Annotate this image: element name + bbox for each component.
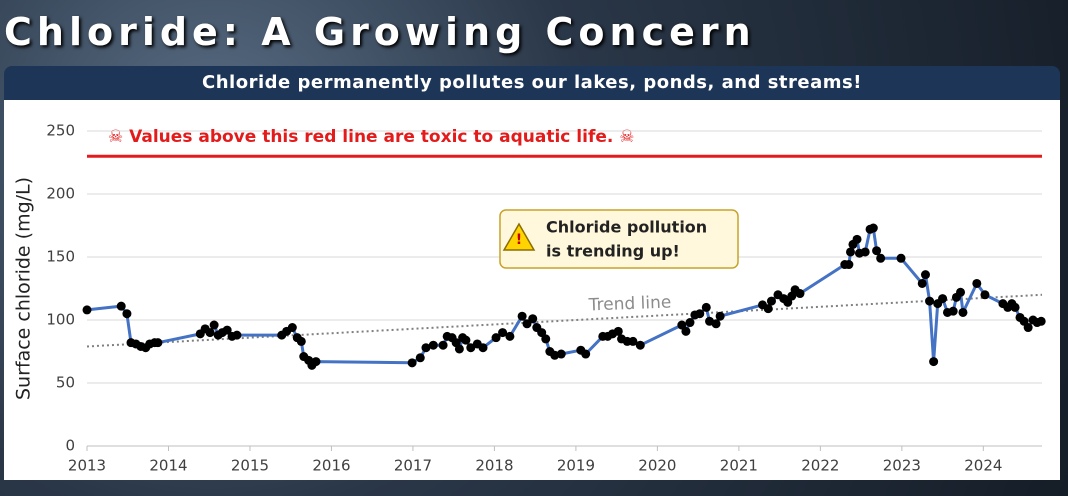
- chart: 0 50 100 150 200 250 2013 2014 2015 2016 2017 2018 2…: [0, 100, 1068, 482]
- data-point: [505, 332, 514, 341]
- data-point: [921, 270, 930, 279]
- data-point: [685, 318, 694, 327]
- data-point: [712, 319, 721, 328]
- data-point: [232, 331, 241, 340]
- data-point: [980, 290, 989, 299]
- data-point: [541, 334, 550, 343]
- warning-mark: !: [516, 232, 522, 248]
- data-point: [1024, 323, 1033, 332]
- x-tick-label: 2023: [883, 457, 921, 475]
- data-point: [117, 302, 126, 311]
- data-point: [557, 350, 566, 359]
- data-point: [716, 312, 725, 321]
- x-tick-label: 2021: [720, 457, 758, 475]
- data-point: [925, 297, 934, 306]
- data-point: [439, 341, 448, 350]
- x-tick-label: 2014: [149, 457, 187, 475]
- data-point: [972, 279, 981, 288]
- data-point: [122, 309, 131, 318]
- y-tick-label: 100: [46, 311, 75, 329]
- data-point: [853, 235, 862, 244]
- x-tick-label: 2013: [68, 457, 106, 475]
- subtitle-banner: Chloride permanently pollutes our lakes,…: [4, 66, 1060, 100]
- data-point: [869, 224, 878, 233]
- data-point: [153, 338, 162, 347]
- data-point: [702, 303, 711, 312]
- x-tick-label: 2022: [801, 457, 839, 475]
- data-point: [455, 344, 464, 353]
- threshold-label: ☠ Values above this red line are toxic t…: [108, 127, 635, 147]
- data-point: [958, 308, 967, 317]
- data-point: [1011, 303, 1020, 312]
- data-point: [956, 288, 965, 297]
- trend-label: Trend line: [587, 293, 671, 316]
- y-tick-label: 150: [46, 248, 75, 266]
- data-point: [297, 337, 306, 346]
- annotation-text: is trending up!: [546, 242, 680, 261]
- y-tick-label: 0: [65, 437, 75, 455]
- data-point: [83, 305, 92, 314]
- data-point: [795, 289, 804, 298]
- y-tick-label: 200: [46, 185, 75, 203]
- data-point: [918, 279, 927, 288]
- data-point: [311, 357, 320, 366]
- data-point: [695, 309, 704, 318]
- page-title: Chloride: A Growing Concern: [4, 10, 756, 54]
- data-point: [206, 328, 215, 337]
- data-point: [897, 254, 906, 263]
- data-point: [861, 247, 870, 256]
- x-tick-label: 2015: [231, 457, 269, 475]
- x-tick-label: 2017: [394, 457, 432, 475]
- data-point: [876, 254, 885, 263]
- data-point: [1037, 317, 1046, 326]
- data-point: [872, 246, 881, 255]
- data-point: [949, 307, 958, 316]
- x-tick-label: 2019: [557, 457, 595, 475]
- x-tick-label: 2024: [964, 457, 1002, 475]
- page: Chloride: A Growing Concern Chloride per…: [0, 0, 1068, 496]
- data-point: [767, 297, 776, 306]
- data-point: [938, 294, 947, 303]
- data-point: [636, 341, 645, 350]
- data-point: [408, 358, 417, 367]
- annotation: ! Chloride pollution is trending up!: [500, 210, 738, 268]
- data-point: [681, 327, 690, 336]
- x-tick-label: 2018: [475, 457, 513, 475]
- data-point: [518, 312, 527, 321]
- data-point: [429, 341, 438, 350]
- data-point: [528, 314, 537, 323]
- annotation-text: Chloride pollution: [546, 218, 707, 237]
- data-point: [844, 260, 853, 269]
- x-tick-label: 2016: [312, 457, 350, 475]
- y-tick-label: 50: [56, 374, 75, 392]
- data-point: [581, 350, 590, 359]
- data-point: [416, 353, 425, 362]
- y-axis-label: Surface chloride (mg/L): [13, 177, 35, 400]
- data-point: [461, 336, 470, 345]
- data-point: [479, 343, 488, 352]
- y-tick-label: 250: [46, 122, 75, 140]
- x-tick-label: 2020: [638, 457, 676, 475]
- data-point: [929, 357, 938, 366]
- data-point: [288, 323, 297, 332]
- data-point: [210, 321, 219, 330]
